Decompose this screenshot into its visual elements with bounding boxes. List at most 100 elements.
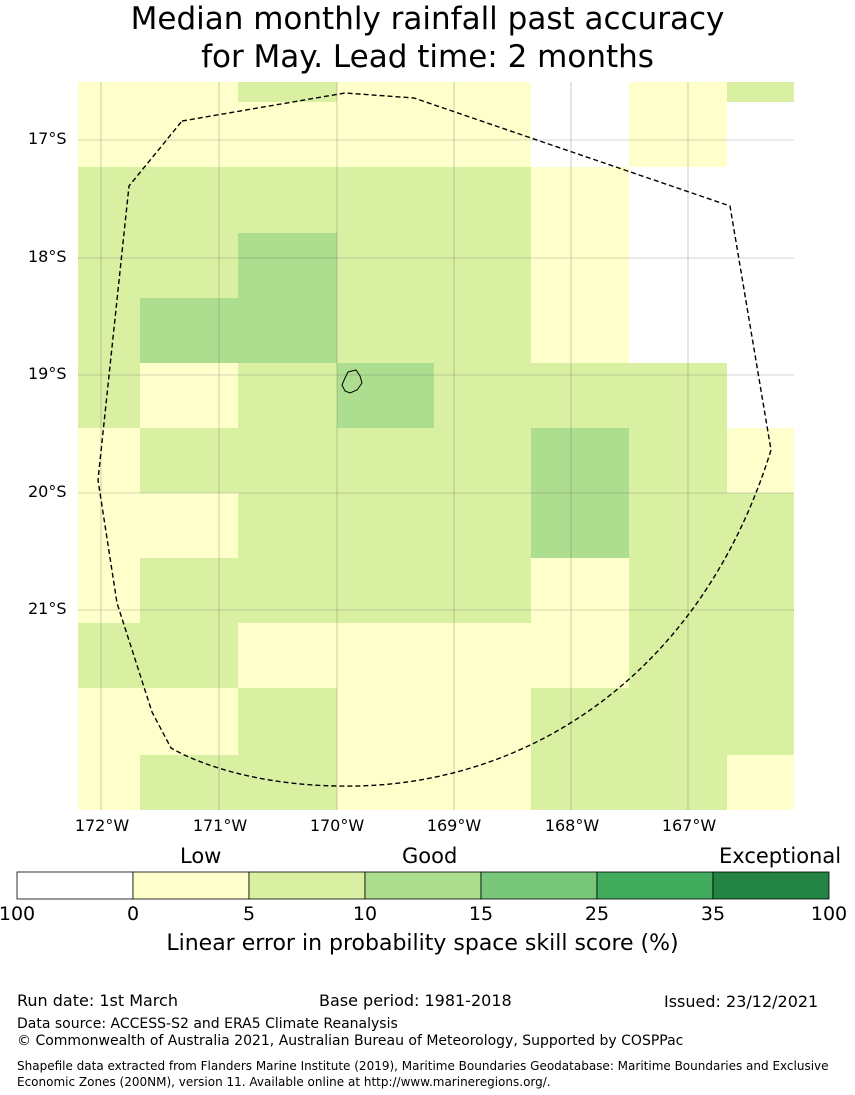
colorbar-segment [364,871,482,900]
colorbar-segment [248,871,366,900]
lon-label-168: 168°W [544,816,600,835]
grid-cell [727,493,794,558]
colorbar-segment [712,871,830,900]
lon-label-170: 170°W [309,816,365,835]
grid-cell [238,623,337,688]
grid-cell [337,755,434,810]
grid-cell [531,298,629,363]
grid-cell [140,363,238,428]
grid-cell [238,493,337,558]
chart-title: Median monthly rainfall past accuracy fo… [0,0,855,76]
grid-cell [727,102,794,167]
colorbar-segment [132,871,250,900]
legend-category-low: Low [180,844,222,868]
grid-cell [531,623,629,688]
grid-cell [140,755,238,810]
grid-cell [78,688,140,755]
eez-boundary [97,92,772,787]
grid-cell [727,558,794,623]
grid-cell [238,298,337,363]
grid-cell [238,102,337,167]
grid-cell [140,82,238,102]
run-date: Run date: 1st March [17,991,178,1010]
grid-cell [629,298,727,363]
grid-cell [140,233,238,298]
grid-cell [337,558,434,623]
grid-cell [434,623,531,688]
grid-cell [531,688,629,755]
island-outline [341,369,363,394]
grid-cell [727,167,794,233]
grid-cell [531,233,629,298]
shapefile-credit-line-2: Economic Zones (200NM), version 11. Avai… [17,1075,551,1089]
legend-category-good: Good [402,844,458,868]
grid-cell [434,493,531,558]
grid-cell [337,493,434,558]
colorbar [16,871,830,900]
grid-cell [140,102,238,167]
shapefile-credit: Shapefile data extracted from Flanders M… [17,1058,847,1090]
grid-cell [238,167,337,233]
skill-map [78,82,794,810]
grid-cell [78,493,140,558]
grid-cell [727,233,794,298]
grid-cell [140,298,238,363]
colorbar-tick-7: 100 [810,903,848,925]
grid-cell [531,102,629,167]
lat-label-21: 21°S [28,599,67,618]
base-period: Base period: 1981-2018 [319,991,512,1010]
grid-cell [434,167,531,233]
issued-date: Issued: 23/12/2021 [664,992,819,1011]
grid-cell [337,623,434,688]
grid-cell [140,493,238,558]
grid-cell [238,558,337,623]
grid-cell [629,558,727,623]
grid-cell [531,755,629,810]
data-source: Data source: ACCESS-S2 and ERA5 Climate … [17,1016,398,1032]
grid-cell [78,298,140,363]
copyright: © Commonwealth of Australia 2021, Austra… [17,1033,684,1049]
grid-cell [629,755,727,810]
grid-cell [629,363,727,428]
grid-cell [78,623,140,688]
grid-cell [140,167,238,233]
grid-cell [337,688,434,755]
grid-cell [140,558,238,623]
grid-cell [531,167,629,233]
colorbar-segment [16,871,134,900]
grid-cell [531,558,629,623]
grid-cell [140,688,238,755]
grid-cell [629,493,727,558]
lat-label-19: 19°S [28,364,67,383]
lon-label-171: 171°W [192,816,248,835]
grid-cell [238,233,337,298]
grid-cell [78,558,140,623]
colorbar-tick-1: 0 [126,903,140,925]
grid-cell [629,428,727,493]
lon-label-167: 167°W [661,816,717,835]
colorbar-tick-2: 5 [242,903,256,925]
colorbar-segment [480,871,598,900]
colorbar-tick-4: 15 [468,903,494,925]
grid-cell [531,363,629,428]
grid-cell [434,558,531,623]
grid-cell [727,623,794,688]
grid-cell [629,623,727,688]
colorbar-title: Linear error in probability space skill … [166,931,679,956]
colorbar-tick-3: 10 [352,903,378,925]
lon-label-172: 172°W [74,816,130,835]
grid-cell [337,363,434,428]
grid-cell [337,428,434,493]
skill-grid [78,82,794,810]
shapefile-credit-line-1: Shapefile data extracted from Flanders M… [17,1059,829,1073]
grid-cell [140,623,238,688]
grid-cell [531,493,629,558]
grid-cell [337,298,434,363]
grid-cell [434,298,531,363]
colorbar-segment [596,871,714,900]
grid-cell [337,82,434,102]
grid-cell [140,428,238,493]
graticule [78,82,794,810]
colorbar-tick-5: 25 [584,903,610,925]
title-line-1: Median monthly rainfall past accuracy [130,1,725,37]
